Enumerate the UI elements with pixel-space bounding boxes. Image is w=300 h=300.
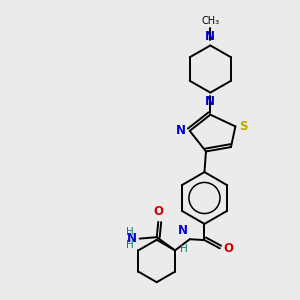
Text: N: N <box>206 30 215 44</box>
Text: O: O <box>223 242 233 255</box>
Text: O: O <box>153 205 163 218</box>
Text: S: S <box>239 120 248 133</box>
Text: H: H <box>125 227 133 237</box>
Text: H: H <box>125 240 133 250</box>
Text: N: N <box>176 124 186 137</box>
Text: CH₃: CH₃ <box>201 16 219 26</box>
Text: N: N <box>127 232 137 245</box>
Text: N: N <box>206 94 215 108</box>
Text: N: N <box>178 224 188 237</box>
Text: H: H <box>180 244 188 254</box>
